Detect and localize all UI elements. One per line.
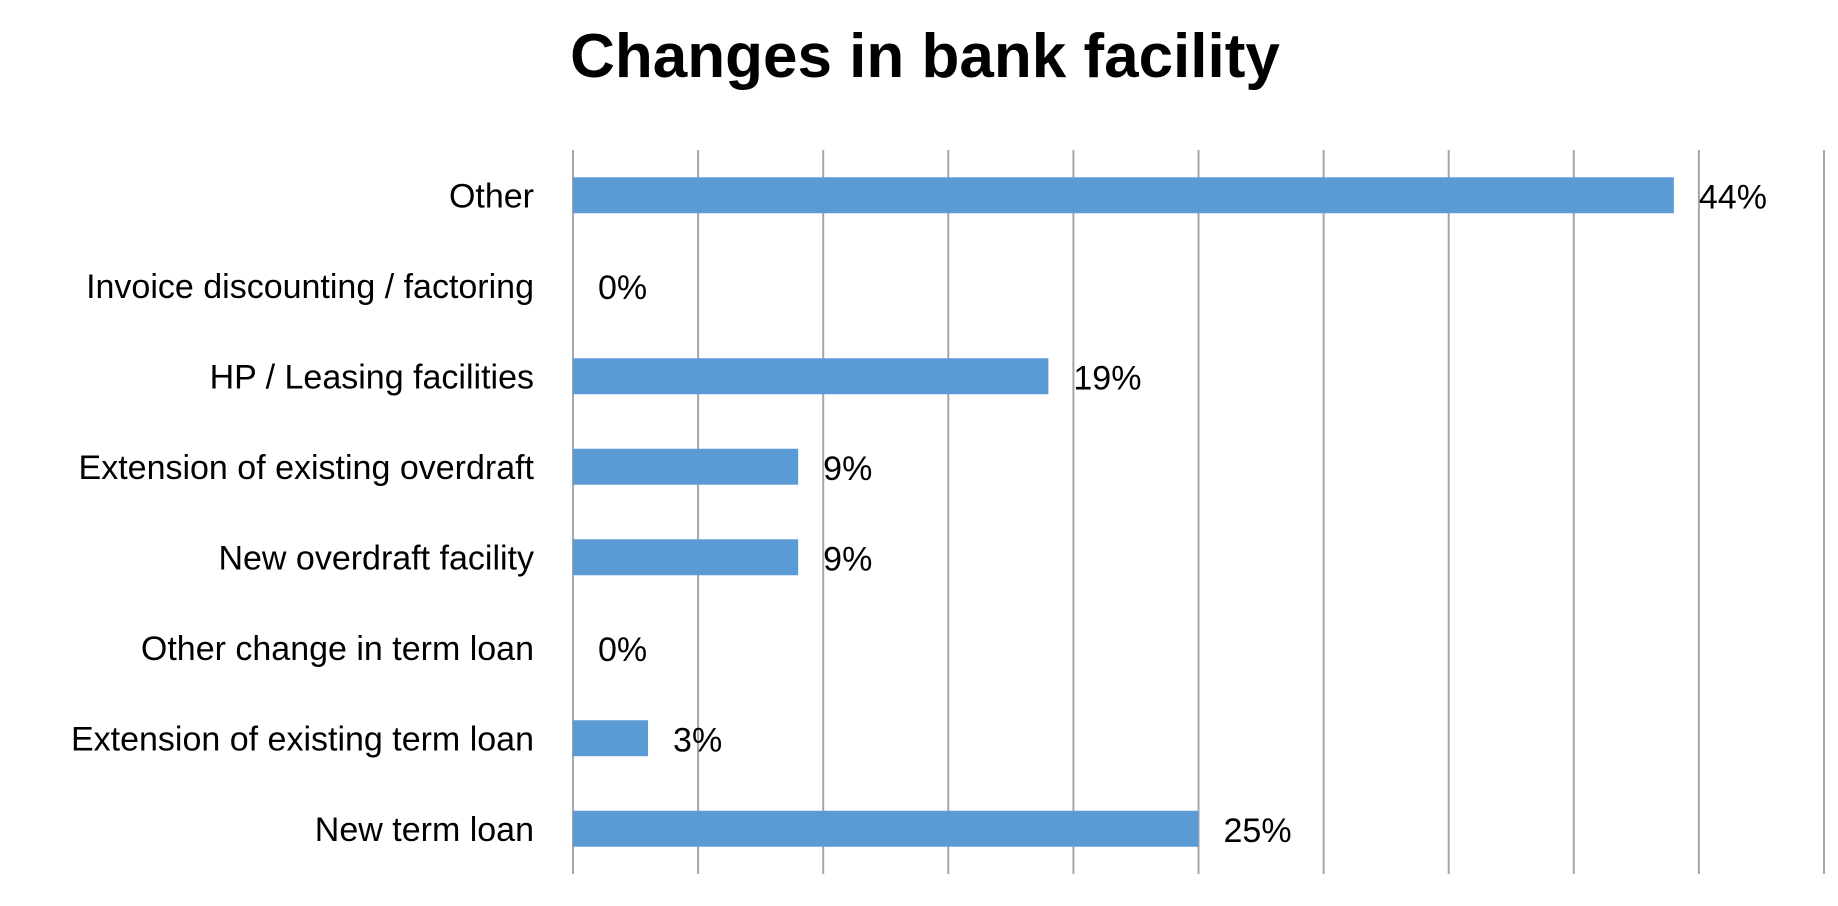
- bar-6: [573, 720, 649, 757]
- bar-0: [573, 177, 1674, 214]
- category-label-2: HP / Leasing facilities: [210, 358, 534, 396]
- category-label-1: Invoice discounting / factoring: [86, 268, 534, 306]
- chart-title: Changes in bank facility: [570, 22, 1280, 91]
- bar-2: [573, 358, 1049, 395]
- category-label-4: New overdraft facility: [218, 539, 534, 577]
- category-label-3: Extension of existing overdraft: [79, 449, 535, 487]
- category-labels: Other Invoice discounting / factoring HP /…: [71, 177, 535, 849]
- data-label-4: 9%: [823, 540, 872, 578]
- gridlines: [572, 150, 1825, 874]
- bars: [573, 177, 1674, 847]
- data-label-0: 44%: [1699, 178, 1767, 216]
- bar-4: [573, 539, 799, 576]
- bar-3: [573, 448, 799, 485]
- data-label-5: 0%: [598, 631, 647, 669]
- category-label-7: New term loan: [315, 811, 534, 849]
- category-label-5: Other change in term loan: [141, 630, 534, 668]
- category-label-6: Extension of existing term loan: [71, 720, 534, 758]
- data-label-6: 3%: [673, 721, 722, 759]
- data-label-3: 9%: [823, 450, 872, 488]
- data-label-7: 25%: [1224, 812, 1292, 850]
- category-label-0: Other: [449, 177, 534, 215]
- bar-7: [573, 810, 1199, 847]
- data-labels: 44% 0% 19% 9% 9% 0% 3% 25%: [598, 178, 1767, 850]
- data-label-2: 19%: [1073, 359, 1141, 397]
- data-label-1: 0%: [598, 269, 647, 307]
